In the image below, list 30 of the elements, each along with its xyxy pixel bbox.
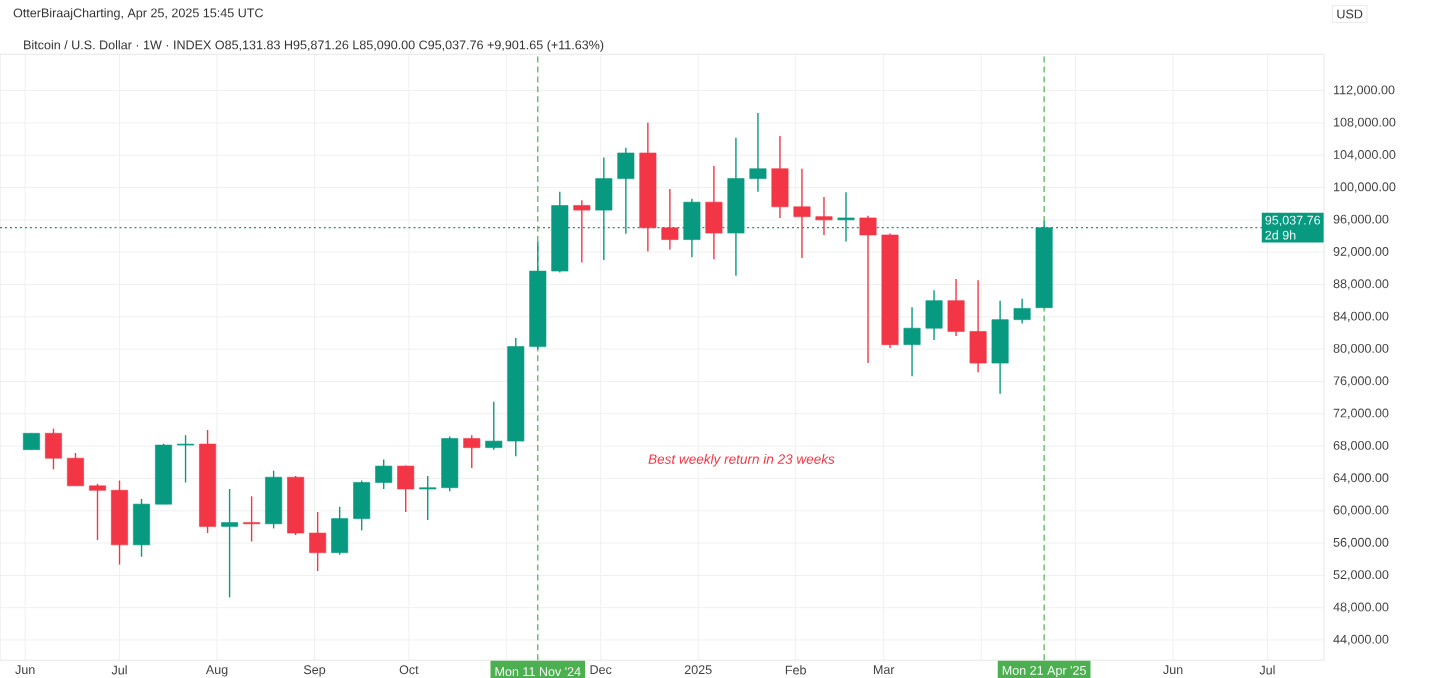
candlestick — [375, 458, 393, 490]
candlestick — [815, 196, 833, 236]
candlestick — [793, 168, 811, 259]
candlestick — [947, 278, 965, 337]
candlestick — [89, 483, 106, 541]
candlestick — [859, 215, 877, 364]
candlestick — [1013, 297, 1031, 325]
candlestick — [903, 306, 921, 377]
candlestick — [661, 188, 679, 251]
candlestick — [221, 488, 239, 599]
candlestick — [353, 479, 371, 532]
candlestick — [925, 289, 943, 341]
candlestick — [573, 199, 591, 264]
candlestick — [243, 495, 261, 543]
candlestick — [991, 299, 1009, 395]
candlestick — [67, 452, 84, 487]
candlestick — [969, 279, 987, 373]
candlestick — [749, 112, 767, 193]
candlestick — [309, 511, 327, 572]
candlestick — [397, 464, 415, 513]
candlestick — [485, 401, 503, 451]
candlestick — [771, 135, 789, 219]
candlestick — [463, 434, 481, 469]
candlestick — [133, 498, 151, 558]
candlestick — [177, 434, 195, 484]
candlestick — [265, 469, 283, 530]
candlestick — [419, 475, 437, 521]
candlestick — [331, 506, 349, 556]
candlestick — [45, 427, 62, 471]
candlestick — [705, 165, 723, 260]
